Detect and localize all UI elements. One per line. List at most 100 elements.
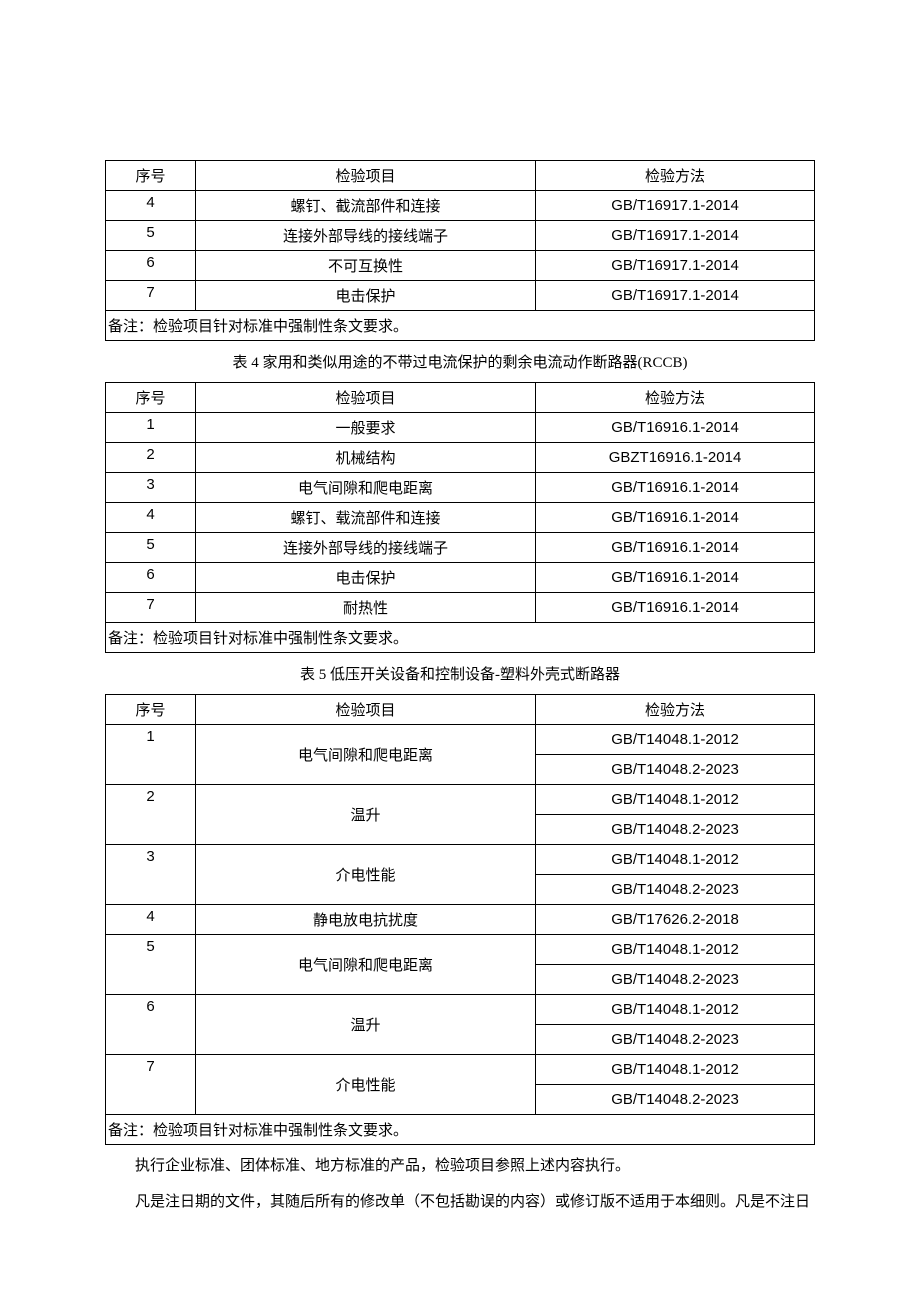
table-5: 序号 检验项目 检验方法 1电气间隙和爬电距离GB/T14048.1-2012G… xyxy=(105,694,815,1145)
table-5-row: 2温升GB/T14048.1-2012GB/T14048.2-2023 xyxy=(106,785,815,845)
table-a-row: 6不可互换性GB/T16917.1-2014 xyxy=(106,251,815,281)
header-method: 检验方法 xyxy=(536,695,815,725)
item-cell: 连接外部导线的接线端子 xyxy=(196,533,536,563)
table-4-row: 7耐热性GB/T16916.1-2014 xyxy=(106,593,815,623)
seq-cell: 5 xyxy=(106,533,196,563)
item-cell: 静电放电抗扰度 xyxy=(196,905,536,935)
table-5-row: 7介电性能GB/T14048.1-2012GB/T14048.2-2023 xyxy=(106,1055,815,1115)
table-5-note-row: 备注：检验项目针对标准中强制性条文要求。 xyxy=(106,1115,815,1145)
table-4-note: 备注：检验项目针对标准中强制性条文要求。 xyxy=(106,623,815,653)
seq-cell: 6 xyxy=(106,563,196,593)
item-cell: 电气间隙和爬电距离 xyxy=(196,935,536,995)
item-cell: 电击保护 xyxy=(196,281,536,311)
table-a-note-row: 备注：检验项目针对标准中强制性条文要求。 xyxy=(106,311,815,341)
method-sub-2: GB/T14048.2-2023 xyxy=(536,875,814,904)
header-item: 检验项目 xyxy=(196,695,536,725)
method-cell: GB/T14048.1-2012GB/T14048.2-2023 xyxy=(536,725,815,785)
method-sub-1: GB/T14048.1-2012 xyxy=(536,1055,814,1085)
table-4: 序号 检验项目 检验方法 1一般要求GB/T16916.1-20142机械结构G… xyxy=(105,382,815,653)
seq-cell: 2 xyxy=(106,785,196,845)
seq-cell: 7 xyxy=(106,281,196,311)
seq-cell: 3 xyxy=(106,845,196,905)
item-cell: 温升 xyxy=(196,995,536,1055)
table-a-header-row: 序号 检验项目 检验方法 xyxy=(106,161,815,191)
header-method: 检验方法 xyxy=(536,383,815,413)
method-sub-1: GB/T14048.1-2012 xyxy=(536,995,814,1025)
table-4-row: 3电气间隙和爬电距离GB/T16916.1-2014 xyxy=(106,473,815,503)
table-4-row: 4螺钉、载流部件和连接GB/T16916.1-2014 xyxy=(106,503,815,533)
table-4-row: 5连接外部导线的接线端子GB/T16916.1-2014 xyxy=(106,533,815,563)
item-cell: 介电性能 xyxy=(196,1055,536,1115)
item-cell: 电气间隙和爬电距离 xyxy=(196,473,536,503)
item-cell: 电气间隙和爬电距离 xyxy=(196,725,536,785)
caption-table5: 表 5 低压开关设备和控制设备-塑料外壳式断路器 xyxy=(105,663,815,684)
method-sub-1: GB/T14048.1-2012 xyxy=(536,725,814,755)
seq-cell: 7 xyxy=(106,593,196,623)
seq-cell: 1 xyxy=(106,725,196,785)
footer-para-1: 执行企业标准、团体标准、地方标准的产品，检验项目参照上述内容执行。 xyxy=(105,1151,815,1181)
table-4-row: 6电击保护GB/T16916.1-2014 xyxy=(106,563,815,593)
table-5-row: 1电气间隙和爬电距离GB/T14048.1-2012GB/T14048.2-20… xyxy=(106,725,815,785)
table-5-row: 6温升GB/T14048.1-2012GB/T14048.2-2023 xyxy=(106,995,815,1055)
item-cell: 机械结构 xyxy=(196,443,536,473)
seq-cell: 4 xyxy=(106,905,196,935)
method-sub-2: GB/T14048.2-2023 xyxy=(536,755,814,784)
item-cell: 连接外部导线的接线端子 xyxy=(196,221,536,251)
item-cell: 螺钉、截流部件和连接 xyxy=(196,191,536,221)
seq-cell: 1 xyxy=(106,413,196,443)
header-seq: 序号 xyxy=(106,383,196,413)
method-cell: GB/T16916.1-2014 xyxy=(536,503,815,533)
header-seq: 序号 xyxy=(106,695,196,725)
method-sub-1: GB/T14048.1-2012 xyxy=(536,785,814,815)
method-cell: GB/T14048.1-2012GB/T14048.2-2023 xyxy=(536,785,815,845)
seq-cell: 5 xyxy=(106,935,196,995)
table-a-row: 5连接外部导线的接线端子GB/T16917.1-2014 xyxy=(106,221,815,251)
method-cell: GB/T16916.1-2014 xyxy=(536,593,815,623)
table-5-header-row: 序号 检验项目 检验方法 xyxy=(106,695,815,725)
caption-table4: 表 4 家用和类似用途的不带过电流保护的剩余电流动作断路器(RCCB) xyxy=(105,351,815,372)
method-cell: GB/T16916.1-2014 xyxy=(536,413,815,443)
method-cell: GB/T14048.1-2012GB/T14048.2-2023 xyxy=(536,935,815,995)
item-cell: 螺钉、载流部件和连接 xyxy=(196,503,536,533)
seq-cell: 3 xyxy=(106,473,196,503)
table-a: 序号 检验项目 检验方法 4螺钉、截流部件和连接GB/T16917.1-2014… xyxy=(105,160,815,341)
table-4-row: 2机械结构GBZT16916.1-2014 xyxy=(106,443,815,473)
method-cell: GB/T17626.2-2018 xyxy=(536,905,815,935)
table-4-note-row: 备注：检验项目针对标准中强制性条文要求。 xyxy=(106,623,815,653)
item-cell: 温升 xyxy=(196,785,536,845)
table-5-row: 4静电放电抗扰度GB/T17626.2-2018 xyxy=(106,905,815,935)
method-cell: GB/T14048.1-2012GB/T14048.2-2023 xyxy=(536,845,815,905)
method-cell: GB/T16917.1-2014 xyxy=(536,281,815,311)
method-sub-1: GB/T14048.1-2012 xyxy=(536,935,814,965)
table-a-row: 4螺钉、截流部件和连接GB/T16917.1-2014 xyxy=(106,191,815,221)
method-cell: GB/T16916.1-2014 xyxy=(536,563,815,593)
table-4-header-row: 序号 检验项目 检验方法 xyxy=(106,383,815,413)
seq-cell: 5 xyxy=(106,221,196,251)
seq-cell: 4 xyxy=(106,503,196,533)
seq-cell: 6 xyxy=(106,995,196,1055)
method-sub-2: GB/T14048.2-2023 xyxy=(536,1025,814,1054)
method-sub-2: GB/T14048.2-2023 xyxy=(536,965,814,994)
method-cell: GB/T14048.1-2012GB/T14048.2-2023 xyxy=(536,995,815,1055)
seq-cell: 7 xyxy=(106,1055,196,1115)
method-cell: GBZT16916.1-2014 xyxy=(536,443,815,473)
method-sub-2: GB/T14048.2-2023 xyxy=(536,1085,814,1114)
table-5-row: 5电气间隙和爬电距离GB/T14048.1-2012GB/T14048.2-20… xyxy=(106,935,815,995)
header-method: 检验方法 xyxy=(536,161,815,191)
table-5-row: 3介电性能GB/T14048.1-2012GB/T14048.2-2023 xyxy=(106,845,815,905)
method-sub-1: GB/T14048.1-2012 xyxy=(536,845,814,875)
method-cell: GB/T16917.1-2014 xyxy=(536,221,815,251)
item-cell: 介电性能 xyxy=(196,845,536,905)
seq-cell: 4 xyxy=(106,191,196,221)
method-sub-2: GB/T14048.2-2023 xyxy=(536,815,814,844)
document-page: 序号 检验项目 检验方法 4螺钉、截流部件和连接GB/T16917.1-2014… xyxy=(0,0,920,1277)
header-item: 检验项目 xyxy=(196,383,536,413)
method-cell: GB/T14048.1-2012GB/T14048.2-2023 xyxy=(536,1055,815,1115)
method-cell: GB/T16916.1-2014 xyxy=(536,473,815,503)
item-cell: 耐热性 xyxy=(196,593,536,623)
table-a-row: 7电击保护GB/T16917.1-2014 xyxy=(106,281,815,311)
table-4-row: 1一般要求GB/T16916.1-2014 xyxy=(106,413,815,443)
method-cell: GB/T16917.1-2014 xyxy=(536,251,815,281)
seq-cell: 2 xyxy=(106,443,196,473)
item-cell: 不可互换性 xyxy=(196,251,536,281)
